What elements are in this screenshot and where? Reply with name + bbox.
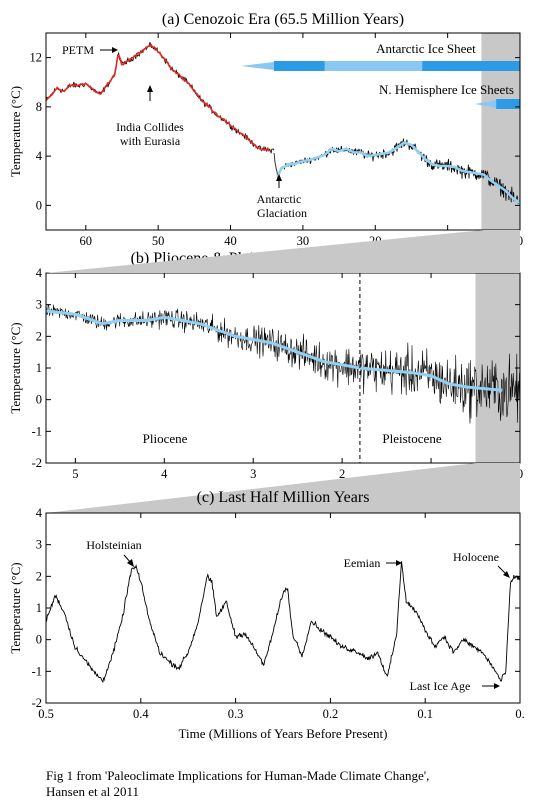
panel-c-xtick-label: 0.2 [323,707,339,721]
panel-c-xtick-label: 0.1 [417,707,433,721]
panel-a-ytick-label: 12 [30,51,43,65]
panel-a-ylabel: Temperature (°C) [8,86,23,177]
petm-arrow-head [112,47,118,53]
antarctic-glaciation-arrow-head [276,174,282,181]
annotation-antarctic-2: Glaciation [257,206,307,220]
annotation-holocene: Holocene [453,550,499,564]
annotation-holsteinian: Holsteinian [86,538,141,552]
panel-b-ytick-label: 0 [36,393,42,407]
panel-b-xtick-label: 5 [72,467,78,481]
antarctic-ice-bar-gap [324,61,423,71]
panel-a-xtick-label: 60 [80,234,93,248]
panel-b-shade [475,273,520,463]
last-ice-age-arrow-head [494,683,500,689]
panel-a-series-red [45,43,271,152]
panel-c-series-black [45,561,521,684]
panel-c-ytick-label: -1 [32,664,42,678]
eemian-arrow-head [396,560,402,566]
panel-c-ytick-label: -2 [32,696,42,710]
panel-c-xtick-label: 0.4 [133,707,149,721]
panel-a-ytick-label: 8 [36,100,42,114]
panel-c-ytick-label: 4 [36,506,43,520]
annotation-petm: PETM [62,43,94,57]
panel-c-title: (c) Last Half Million Years [197,489,370,506]
annotation-india-1: India Collides [116,120,184,134]
india-arrow-head [147,85,153,92]
panel-b-record-black [45,303,521,424]
panel-b-ytick-label: 1 [36,361,42,375]
panel-b-ytick-label: 2 [36,329,42,343]
panel-b-xtick-label: 4 [161,467,168,481]
panel-c-ylabel: Temperature (°C) [8,562,23,653]
annotation-india-2: with Eurasia [120,134,181,148]
panel-b-ytick-label: -1 [32,424,42,438]
annotation-antarctic-1: Antarctic [257,192,302,206]
figure-caption: Fig 1 from 'Paleoclimate Implications fo… [46,768,526,800]
panel-c-ytick-label: 2 [36,569,42,583]
antarctic-ice-taper [241,62,274,70]
zoom-connector-a-b [46,230,520,273]
annotation-pliocene: Pliocene [143,431,188,446]
panel-a-ytick-label: 4 [36,149,43,163]
annotation-pleistocene: Pleistocene [382,431,441,446]
zoom-connector-b-c [46,463,520,513]
panel-b-xtick-label: 2 [339,467,345,481]
panel-a-xtick-label: 30 [297,234,310,248]
panel-a-xtick-label: 50 [152,234,165,248]
holocene-arrow-head [503,571,510,578]
panel-c-ytick-label: 1 [36,601,42,615]
panel-b-ytick-label: -2 [32,456,42,470]
panel-a-xtick-label: 40 [224,234,237,248]
panel-a-record-early-black [45,42,275,154]
antarctic-ice-label: Antarctic Ice Sheet [376,41,476,56]
panel-b-ytick-label: 4 [36,266,43,280]
panel-b-xtick-label: 3 [250,467,256,481]
panel-a-ytick-label: 0 [36,198,42,212]
panel-a-frame [45,32,521,231]
caption-line-1: Fig 1 from 'Paleoclimate Implications fo… [46,768,430,783]
caption-line-2: Hansen et al 2011 [46,784,140,799]
holsteinian-arrow-head [127,559,134,567]
panel-b-frame [45,272,521,464]
panel-b-ylabel: Temperature (°C) [8,322,23,413]
annotation-last-ice-age: Last Ice Age [410,679,471,693]
panel-b-series-blue [45,309,503,392]
panel-c-xlabel: Time (Millions of Years Before Present) [179,726,388,741]
panel-a-series-blue [276,141,521,204]
annotation-eemian: Eemian [344,556,381,570]
panel-c-xtick-label: 0. [515,707,524,721]
nh-ice-bar [496,99,520,109]
nh-ice-label: N. Hemisphere Ice Sheets [379,82,514,97]
panel-a-title: (a) Cenozoic Era (65.5 Million Years) [162,11,404,28]
nh-ice-taper [475,100,497,108]
panel-c-ytick-label: 3 [36,538,42,552]
panel-b-ytick-label: 3 [36,298,42,312]
panel-c-xtick-label: 0.3 [228,707,244,721]
panel-c-ytick-label: 0 [36,633,42,647]
panel-c-xtick-label: 0.5 [38,707,54,721]
